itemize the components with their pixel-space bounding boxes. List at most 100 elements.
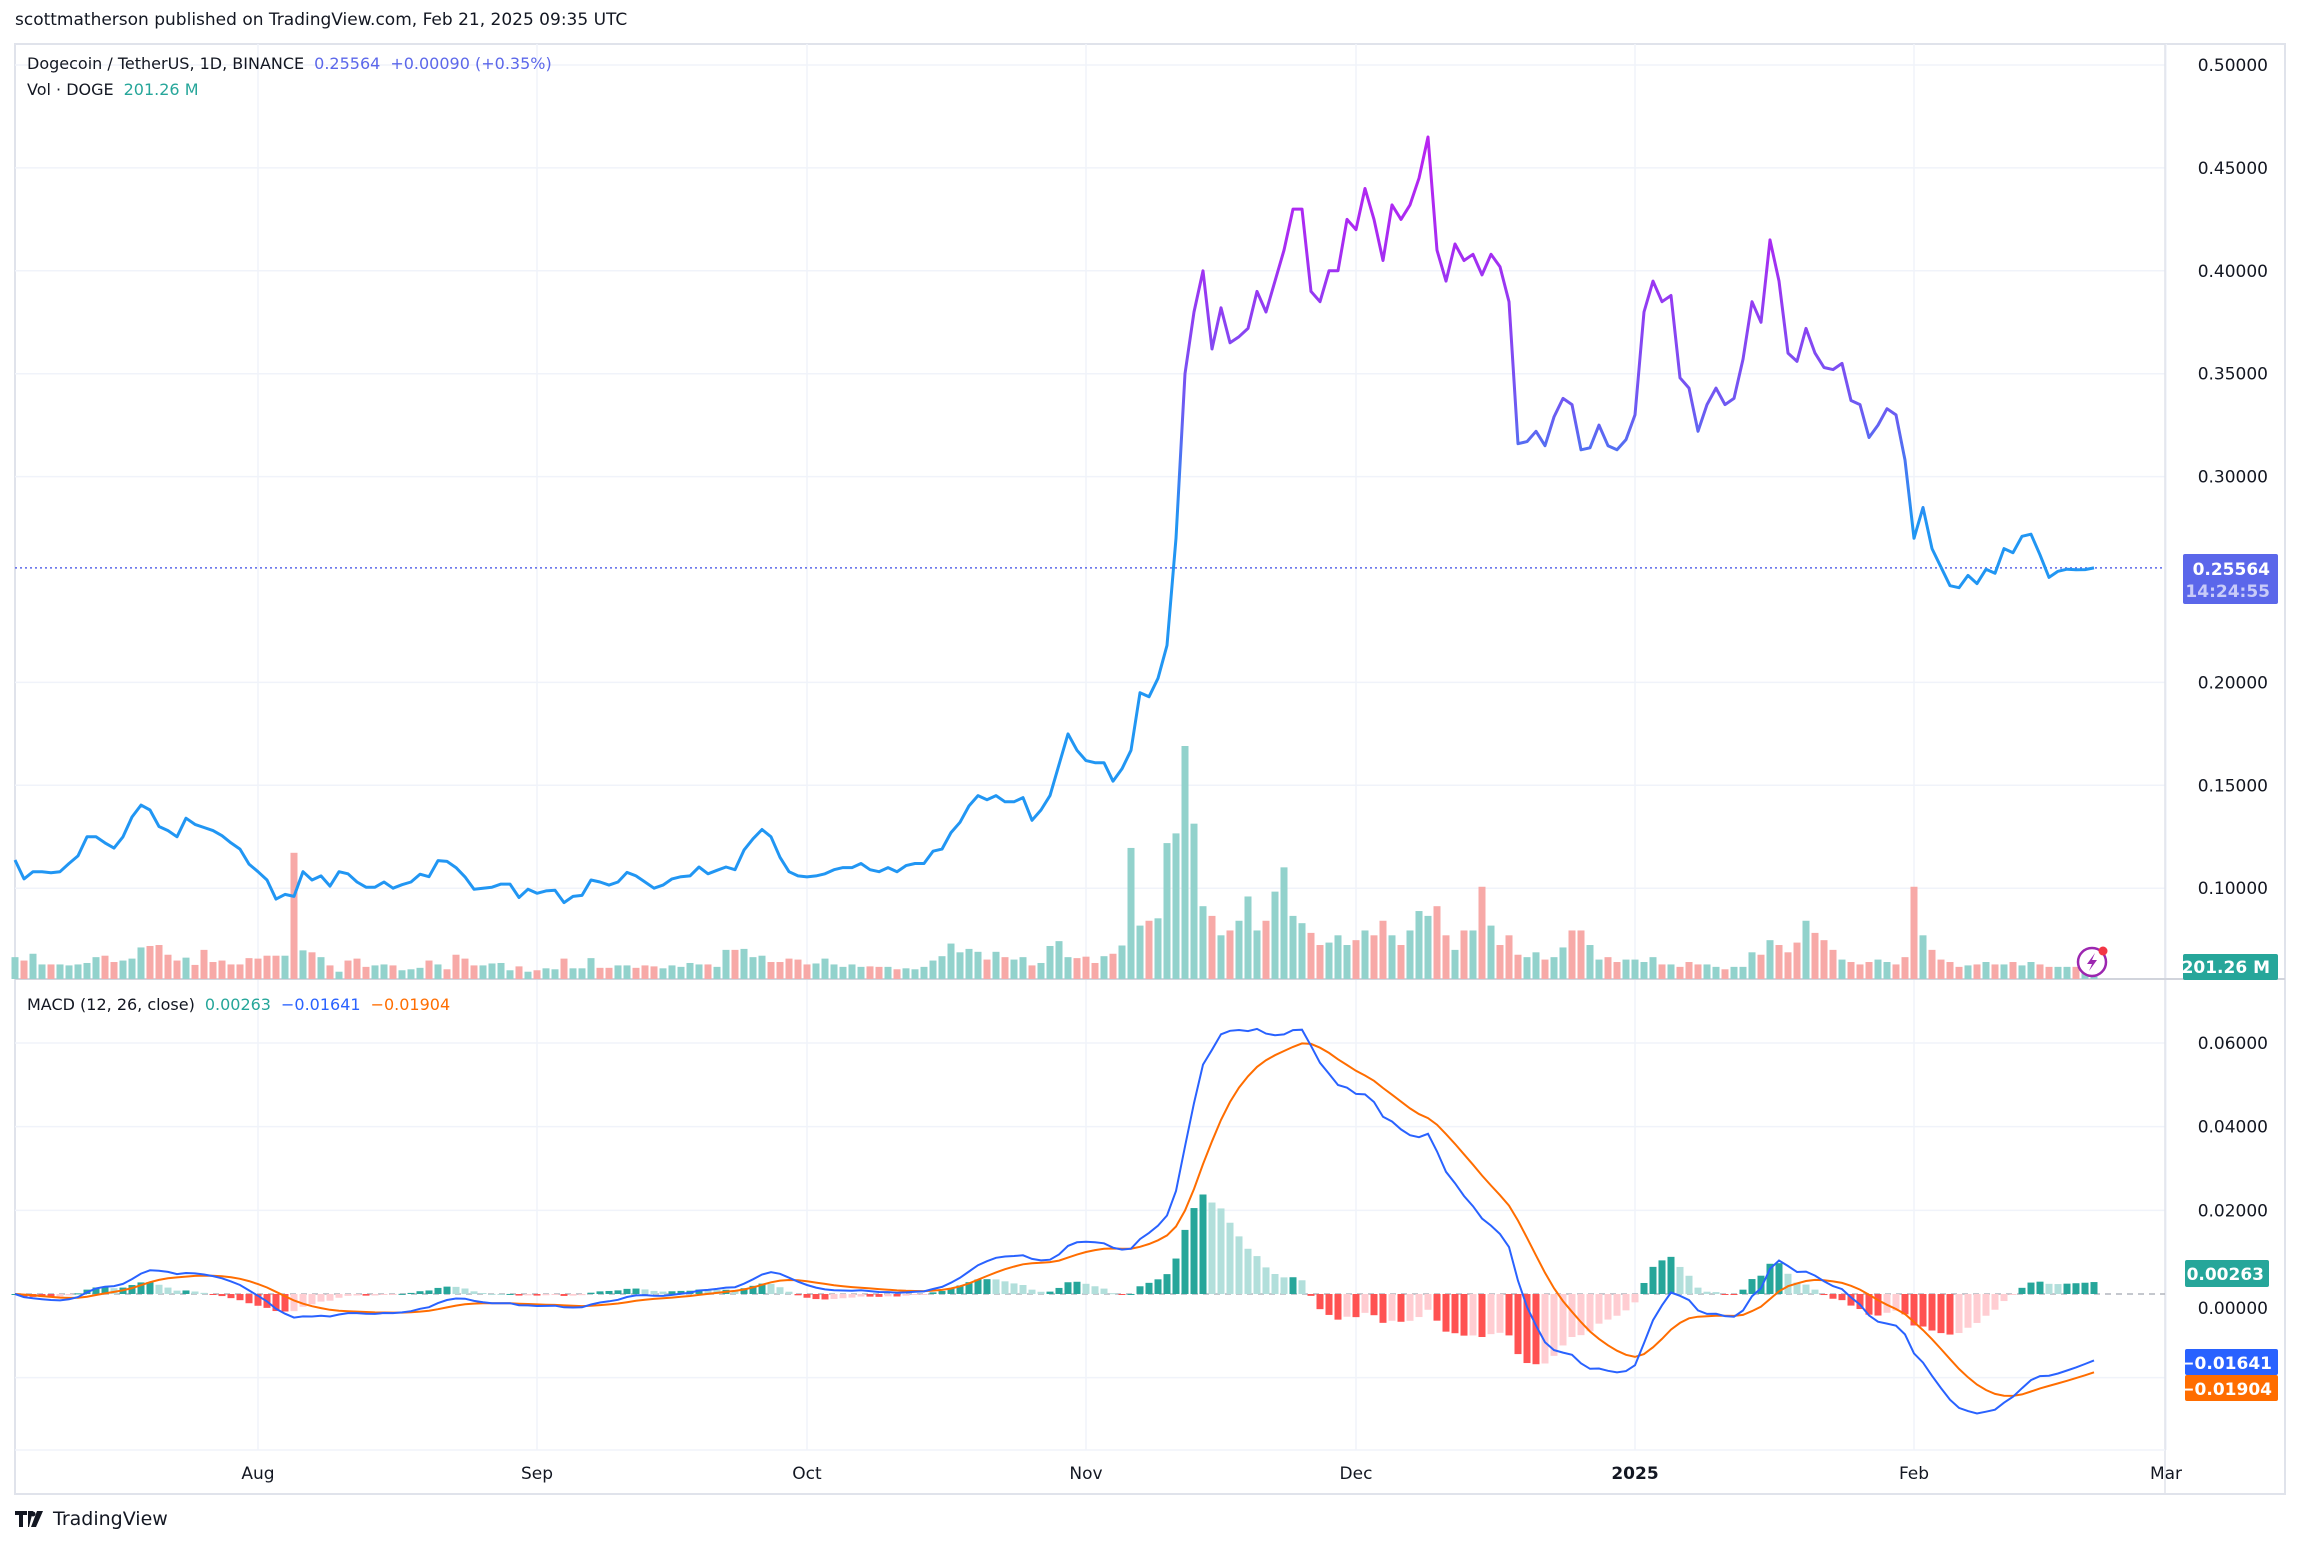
volume-bar	[272, 955, 280, 979]
volume-bar	[776, 962, 784, 979]
volume-bar	[1928, 949, 1936, 979]
price-axis[interactable]: 0.50000 0.45000 0.40000 0.35000 0.30000 0.200…	[2198, 56, 2268, 899]
histogram-bar	[1748, 1279, 1756, 1294]
legend-price: 0.25564	[314, 54, 381, 73]
histogram-bar	[1244, 1248, 1252, 1294]
histogram-bar	[1496, 1294, 1504, 1333]
histogram-bar	[1892, 1294, 1900, 1311]
volume-bar	[74, 964, 82, 979]
volume-bar	[155, 945, 163, 979]
volume-bar	[668, 965, 676, 979]
volume-bar	[497, 962, 505, 979]
histogram-bar	[1181, 1229, 1189, 1294]
histogram-bar	[1388, 1294, 1396, 1321]
macd-tick-label: 0.04000	[2198, 1118, 2268, 1138]
volume-bar	[1208, 915, 1216, 979]
volume-bar	[164, 954, 172, 979]
volume-bar	[434, 964, 442, 979]
volume-bar	[317, 957, 325, 979]
histogram-bar	[1631, 1294, 1639, 1303]
histogram-bar	[245, 1294, 253, 1304]
histogram-bar	[299, 1294, 307, 1307]
histogram-bar	[65, 1294, 73, 1296]
histogram-bar	[1478, 1294, 1486, 1338]
volume-bar	[929, 960, 937, 979]
volume-bar	[1658, 964, 1666, 979]
volume-bar	[1109, 953, 1117, 979]
histogram-bar	[1082, 1283, 1090, 1294]
histogram-bar	[956, 1285, 964, 1294]
time-tick-label: Oct	[792, 1464, 822, 1484]
histogram-bar	[1550, 1294, 1558, 1356]
volume-bar	[1352, 940, 1360, 979]
volume-bar	[83, 962, 91, 979]
histogram-bar	[1154, 1279, 1162, 1294]
volume-bar	[1379, 920, 1387, 979]
histogram-bar	[317, 1294, 325, 1302]
histogram-bar	[398, 1293, 406, 1295]
volume-bar	[866, 966, 874, 979]
histogram-bar	[353, 1294, 361, 1296]
macd-line-badge: −0.01641	[2180, 1349, 2278, 1375]
histogram-bar	[1739, 1289, 1747, 1294]
volume-bar	[875, 966, 883, 979]
volume-bar	[308, 952, 316, 979]
volume-bar	[1343, 945, 1351, 979]
histogram-bar	[254, 1294, 262, 1306]
volume-bar	[839, 966, 847, 979]
volume-bar	[2036, 964, 2044, 979]
volume-bar	[1226, 930, 1234, 979]
volume-bar	[1703, 964, 1711, 979]
histogram-bar	[1874, 1294, 1882, 1316]
volume-bar	[1676, 966, 1684, 979]
histogram-bar	[776, 1287, 784, 1294]
volume-bar	[650, 966, 658, 979]
volume-bar	[524, 971, 532, 979]
volume-bar	[911, 969, 919, 979]
price-tick-label: 0.35000	[2198, 365, 2268, 385]
volume-bar	[803, 964, 811, 979]
volume-bar	[362, 966, 370, 979]
histogram-bar	[515, 1294, 523, 1296]
macd-legend[interactable]: MACD (12, 26, close) 0.00263 −0.01641 −0.01…	[27, 995, 460, 1014]
volume-legend[interactable]: Vol · DOGE 201.26 M	[27, 80, 209, 99]
histogram-bar	[1217, 1208, 1225, 1294]
symbol-legend[interactable]: Dogecoin / TetherUS, 1D, BINANCE 0.25564 +…	[27, 54, 562, 73]
volume-bar	[1217, 935, 1225, 979]
macd-signal-value: −0.01904	[370, 995, 451, 1014]
lightning-alert-icon[interactable]	[2076, 946, 2108, 978]
histogram-bar	[1361, 1294, 1369, 1313]
volume-bar	[245, 958, 253, 979]
tradingview-logo[interactable]: TradingView	[15, 1508, 168, 1530]
volume-bar	[1514, 954, 1522, 979]
histogram-bar	[1145, 1282, 1153, 1294]
histogram-bar	[1829, 1294, 1837, 1299]
histogram-bar	[434, 1287, 442, 1294]
signal-axis-label: −0.01904	[2180, 1380, 2272, 1400]
histogram-bar	[677, 1290, 685, 1294]
volume-badge: 201.26 M	[2182, 954, 2278, 980]
volume-bar	[623, 965, 631, 979]
macd-axis[interactable]: 0.06000 0.04000 0.02000 0.00000	[2198, 1034, 2268, 1319]
histogram-bar	[785, 1291, 793, 1294]
volume-bar	[128, 958, 136, 979]
histogram-bar	[605, 1290, 613, 1294]
time-axis[interactable]: Aug Sep Oct Nov Dec 2025 Feb Mar	[241, 1464, 2182, 1484]
histogram-bar	[1757, 1275, 1765, 1294]
volume-bar	[1262, 920, 1270, 979]
histogram-bar	[1091, 1286, 1099, 1294]
volume-bar	[1001, 957, 1009, 979]
volume-bar	[2018, 965, 2026, 979]
volume-bar	[1901, 957, 1909, 979]
volume-bar	[722, 949, 730, 979]
histogram-bar	[551, 1294, 559, 1295]
volume-bar	[1451, 949, 1459, 979]
histogram-bar	[1865, 1294, 1873, 1315]
volume-bar	[380, 964, 388, 979]
volume-bar	[1973, 964, 1981, 979]
volume-bar	[11, 957, 19, 979]
volume-bar	[1397, 945, 1405, 979]
histogram-bar	[1442, 1294, 1450, 1332]
volume-bar	[785, 958, 793, 979]
